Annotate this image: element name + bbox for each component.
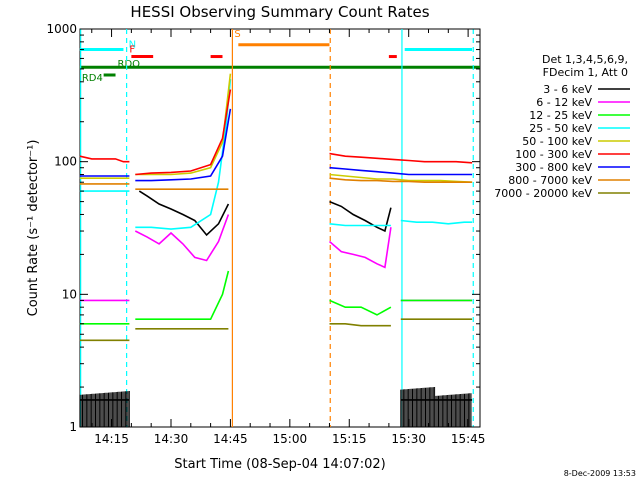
x-tick-label: 15:30 — [391, 432, 426, 446]
legend-entry-label: 25 - 50 keV — [529, 122, 592, 135]
series-noise — [79, 391, 130, 427]
flag-label: RD4 — [82, 73, 103, 84]
series-line — [329, 152, 473, 164]
series-line — [135, 78, 232, 230]
series-line — [135, 108, 232, 182]
series-line — [135, 73, 232, 176]
legend-entry-label: 7000 - 20000 keV — [494, 187, 592, 200]
x-tick-label: 15:15 — [332, 432, 367, 446]
series-line — [138, 190, 230, 237]
x-tick-label: 14:15 — [94, 432, 129, 446]
series-line — [328, 227, 392, 269]
legend-entry-label: 12 - 25 keV — [529, 109, 592, 122]
legend-header: FDecim 1, Att 0 — [543, 66, 628, 79]
series-line — [135, 270, 230, 321]
x-tick-label: 15:00 — [273, 432, 308, 446]
flag-label: F — [129, 45, 135, 56]
legend-entry-label: 50 - 100 keV — [522, 135, 592, 148]
legend-entry-label: 3 - 6 keV — [543, 83, 592, 96]
x-axis: 14:15 14:30 14:45 15:00 15:15 15:30 15:45 — [91, 29, 486, 446]
flag-label: RDO — [118, 59, 141, 70]
series-line — [329, 322, 391, 327]
series-line — [329, 177, 473, 183]
y-tick-label: 1000 — [46, 22, 77, 36]
legend-entry-label: 300 - 800 keV — [515, 161, 592, 174]
plot-frame — [79, 28, 481, 428]
series-line — [134, 214, 230, 262]
y-tick-label: 1 — [69, 420, 77, 434]
flag-label: N — [129, 40, 136, 51]
series-lines — [79, 73, 473, 427]
series-line — [400, 219, 473, 225]
x-axis-label: Start Time (08-Sep-04 14:07:02) — [174, 457, 385, 472]
y-axis-label: Count Rate (s⁻¹ detector⁻¹) — [26, 140, 41, 317]
legend-header: Det 1,3,4,5,6,9, — [542, 53, 628, 66]
y-axis: 1 10 100 1000 — [46, 22, 480, 434]
series-line — [329, 223, 391, 227]
flag-label: S — [234, 29, 240, 40]
flag-bars: NF S RDO RD4 — [79, 29, 480, 84]
legend-entry-label: 6 - 12 keV — [536, 96, 592, 109]
series-noise — [400, 387, 472, 427]
series-line — [329, 173, 473, 183]
series-line — [329, 166, 473, 176]
x-tick-label: 15:45 — [451, 432, 486, 446]
chart-title: HESSI Observing Summary Count Rates — [130, 3, 429, 21]
y-tick-label: 10 — [62, 287, 77, 301]
vertical-markers — [80, 29, 474, 427]
legend: Det 1,3,4,5,6,9,FDecim 1, Att 0 3 - 6 keV… — [494, 53, 630, 200]
y-tick-label: 100 — [54, 155, 77, 169]
series-line — [79, 155, 130, 163]
series-line — [329, 200, 392, 233]
footer-date: 8-Dec-2009 13:53 — [564, 469, 636, 478]
x-tick-label: 14:45 — [213, 432, 248, 446]
series-line — [329, 299, 392, 316]
series-line — [135, 89, 232, 176]
x-tick-label: 14:30 — [154, 432, 189, 446]
legend-entry-label: 100 - 300 keV — [515, 148, 592, 161]
legend-entry-label: 800 - 7000 keV — [508, 174, 592, 187]
